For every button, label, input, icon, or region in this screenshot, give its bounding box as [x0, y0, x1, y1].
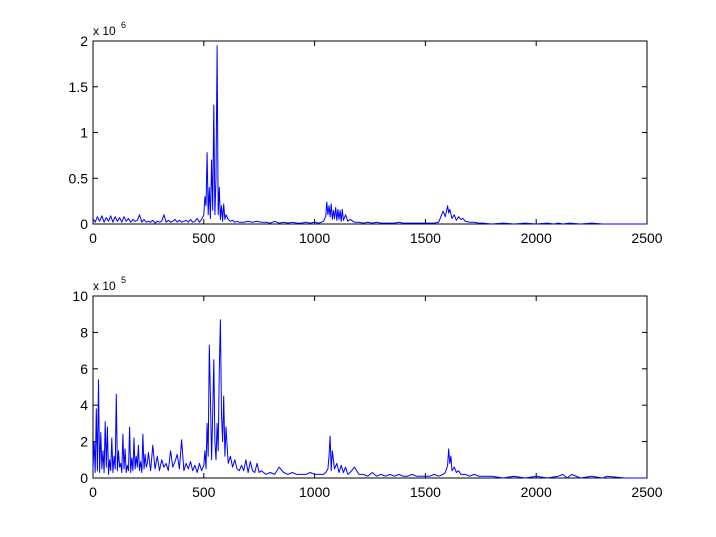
y-tick-label: 2: [80, 434, 88, 450]
y-exponent-base: x 10: [93, 24, 116, 38]
x-tick-label: 500: [192, 484, 216, 500]
x-tick-label: 1500: [410, 230, 441, 246]
data-series-line: [92, 45, 647, 225]
x-tick-label: 500: [192, 230, 216, 246]
x-tick-label: 2500: [631, 484, 662, 500]
y-tick-label: 8: [80, 324, 88, 340]
plot-area-frame: [92, 295, 648, 479]
x-tick-label: 0: [89, 484, 97, 500]
y-exponent-power: 5: [121, 275, 126, 285]
y-tick-label: 2: [80, 33, 88, 49]
x-tick-label: 1000: [299, 230, 330, 246]
x-tick-label: 1000: [299, 484, 330, 500]
y-tick-label: 0.5: [69, 170, 89, 186]
y-tick-label: 10: [72, 288, 88, 304]
data-series-line: [92, 319, 647, 479]
y-tick-label: 1.5: [69, 79, 89, 95]
y-tick-label: 0: [80, 216, 88, 232]
plot-area-frame: [92, 40, 648, 225]
y-tick-label: 4: [80, 397, 88, 413]
bottom-plot-panel: 0 500 1000 1500 2000 2500 0 2 4 6 8 10 x 10 5: [72, 275, 662, 500]
y-tick-label: 6: [80, 361, 88, 377]
y-tick-label: 0: [80, 470, 88, 486]
y-exponent-power: 6: [121, 20, 126, 30]
y-exponent-base: x 10: [93, 279, 116, 293]
x-tick-label: 2000: [521, 484, 552, 500]
x-tick-label: 1500: [410, 484, 441, 500]
x-tick-label: 2500: [631, 230, 662, 246]
y-tick-label: 1: [80, 125, 88, 141]
x-tick-label: 2000: [521, 230, 552, 246]
x-tick-label: 0: [89, 230, 97, 246]
top-plot-panel: 0 500 1000 1500 2000 2500 0 0.5 1 1.5 2 x 10 6: [69, 20, 663, 246]
